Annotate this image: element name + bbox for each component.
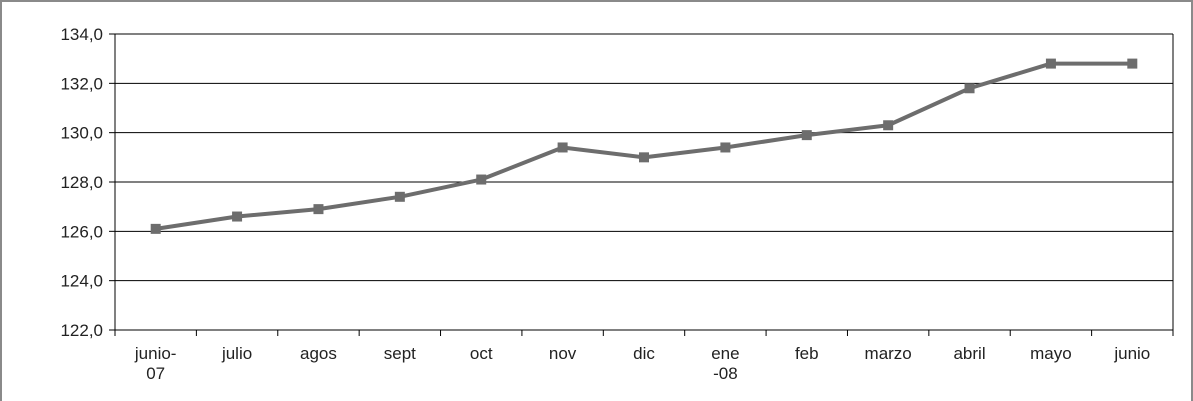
x-tick-label: abril [953, 344, 985, 363]
data-point-marker [720, 142, 731, 153]
x-tick-label-line: -08 [713, 364, 738, 383]
x-tick-label-line: mayo [1030, 344, 1072, 363]
data-point-marker [232, 211, 243, 222]
x-tick-label: agos [300, 344, 337, 363]
data-point-marker [964, 83, 975, 94]
y-tick-label: 124,0 [60, 272, 103, 291]
x-tick-label: dic [633, 344, 655, 363]
x-tick-label-line: feb [795, 344, 819, 363]
y-tick-label: 122,0 [60, 321, 103, 340]
y-tick-label: 130,0 [60, 124, 103, 143]
y-tick-label: 134,0 [60, 25, 103, 44]
data-point-marker [394, 191, 405, 202]
data-point-marker [557, 142, 568, 153]
x-tick-label-line: junio [1113, 344, 1150, 363]
x-tick-label-line: abril [953, 344, 985, 363]
x-tick-label: feb [795, 344, 819, 363]
x-tick-label-line: marzo [865, 344, 912, 363]
data-point-marker [639, 152, 649, 163]
x-tick-label-line: oct [470, 344, 493, 363]
data-point-marker [476, 174, 487, 185]
series-line [155, 61, 1133, 231]
x-tick-label: sept [384, 344, 416, 363]
x-tick-label: oct [470, 344, 493, 363]
x-tick-label: nov [549, 344, 577, 363]
x-tick-label-line: dic [633, 344, 655, 363]
x-tick-label: junio [1113, 344, 1150, 363]
x-tick-label-line: junio- [134, 344, 177, 363]
data-point-marker [801, 130, 812, 141]
y-tick-label: 128,0 [60, 173, 103, 192]
y-tick-label: 132,0 [60, 74, 103, 93]
data-point-marker [1127, 58, 1138, 69]
data-point-marker [313, 204, 324, 215]
x-tick-label: julio [221, 344, 252, 363]
data-point-marker [1045, 58, 1056, 69]
x-tick-label-line: agos [300, 344, 337, 363]
x-tick-label: ene -08 [711, 344, 739, 383]
x-tick-label-line: 07 [146, 364, 165, 383]
x-tick-label: junio-07 [134, 344, 177, 383]
x-tick-label-line: sept [384, 344, 416, 363]
x-tick-label: mayo [1030, 344, 1072, 363]
data-point-marker [883, 120, 894, 131]
y-tick-label: 126,0 [60, 222, 103, 241]
x-tick-label-line: ene [711, 344, 739, 363]
x-tick-label-line: nov [549, 344, 577, 363]
x-tick-label-line: julio [221, 344, 252, 363]
x-tick-label: marzo [865, 344, 912, 363]
data-point-marker [150, 223, 161, 234]
